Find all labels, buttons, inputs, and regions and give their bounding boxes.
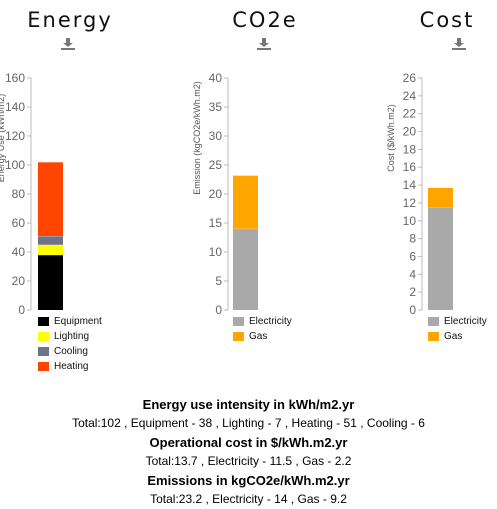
bar-segment: [38, 236, 63, 245]
y-tick-label: 18: [403, 142, 417, 156]
legend-swatch: [428, 317, 439, 326]
y-tick-label: 4: [409, 267, 416, 281]
chart-title: Cost: [419, 8, 475, 32]
legend-swatch: [38, 347, 49, 356]
y-tick-label: 20: [12, 274, 26, 288]
download-icon[interactable]: [257, 38, 271, 50]
bar-segment: [38, 254, 63, 310]
y-tick-label: 22: [403, 107, 417, 121]
bar-segment: [38, 162, 63, 237]
legend-swatch: [233, 317, 244, 326]
energy-chart-panel: Energy 0 20 40 60 80 100 120 140 160 Energy Use (…: [0, 0, 140, 390]
y-tick-label: 80: [12, 187, 26, 201]
chart-title: Energy: [27, 8, 113, 32]
emission-summary-line: Total:23.2 , Electricity - 14 , Gas - 9.…: [150, 492, 347, 506]
bar-segment: [428, 207, 453, 310]
legend-label: Electricity: [249, 316, 292, 327]
y-tick-label: 25: [209, 158, 223, 172]
legend-label: Heating: [54, 361, 89, 372]
y-tick-label: 12: [403, 196, 417, 210]
energy-chart: 0 20 40 60 80 100 120 140 160 Energy Use (kWh/m2): [0, 71, 63, 317]
y-axis-label: Cost ($/kWh.m2): [386, 104, 396, 172]
legend-swatch: [38, 362, 49, 371]
legend-swatch: [428, 332, 439, 341]
y-tick-label: 0: [215, 303, 222, 317]
summary: Energy use intensity in kWh/m2.yr Total:…: [0, 395, 497, 509]
energy-summary-title: Energy use intensity in kWh/m2.yr: [142, 397, 355, 412]
emission-summary-title: Emissions in kgCO2e/kWh.m2.yr: [147, 473, 350, 488]
download-icon[interactable]: [452, 38, 466, 50]
y-tick-label: 0: [409, 303, 416, 317]
y-tick-label: 0: [18, 303, 25, 317]
legend-label: Lighting: [54, 331, 90, 342]
legend-item: Equipment: [38, 314, 102, 329]
y-axis-label: Energy Use (kWh/m2): [0, 94, 6, 183]
download-icon[interactable]: [61, 38, 75, 50]
co2e-legend: Electricity Gas: [233, 314, 292, 344]
energy-summary-line: Total:102 , Equipment - 38 , Lighting - …: [72, 416, 425, 430]
y-tick-label: 10: [403, 214, 417, 228]
y-tick-label: 5: [215, 274, 222, 288]
energy-legend: Equipment Lighting Cooling Heating: [38, 314, 102, 374]
chart-title: CO2e: [232, 8, 298, 32]
legend-item: Gas: [428, 329, 487, 344]
y-tick-label: 30: [209, 129, 223, 143]
y-tick-label: 2: [409, 285, 416, 299]
y-tick-label: 24: [403, 89, 417, 103]
y-tick-label: 6: [409, 249, 416, 263]
bar-segment: [233, 175, 258, 229]
legend-item: Cooling: [38, 344, 102, 359]
cost-summary-title: Operational cost in $/kWh.m2.yr: [149, 435, 348, 450]
bar-segment: [38, 244, 63, 255]
legend-item: Heating: [38, 359, 102, 374]
y-tick-label: 40: [12, 245, 26, 259]
bar-segment: [233, 228, 258, 310]
y-tick-label: 100: [5, 158, 25, 172]
legend-label: Electricity: [444, 316, 487, 327]
legend-item: Lighting: [38, 329, 102, 344]
y-tick-label: 160: [5, 71, 25, 85]
y-tick-label: 26: [403, 71, 417, 85]
y-tick-label: 14: [403, 178, 417, 192]
legend-item: Gas: [233, 329, 292, 344]
y-tick-label: 20: [209, 187, 223, 201]
y-tick-label: 16: [403, 160, 417, 174]
legend-label: Equipment: [54, 316, 102, 327]
cost-legend: Electricity Gas: [428, 314, 487, 344]
legend-label: Gas: [444, 331, 463, 342]
y-axis-label: Emission (kgCO2e/kWh.m2): [192, 81, 202, 195]
legend-item: Electricity: [233, 314, 292, 329]
y-tick-label: 8: [409, 232, 416, 246]
legend-swatch: [233, 332, 244, 341]
y-tick-label: 10: [209, 245, 223, 259]
y-tick-label: 60: [12, 216, 26, 230]
y-tick-label: 40: [209, 71, 223, 85]
legend-swatch: [38, 317, 49, 326]
y-tick-label: 140: [5, 100, 25, 114]
bar-segment: [428, 187, 453, 208]
legend-item: Electricity: [428, 314, 487, 329]
co2e-chart: 0 5 10 15 20 25 30 35 40 Emission (kgCO2e/kWh.m2): [192, 71, 258, 317]
y-tick-label: 120: [5, 129, 25, 143]
co2e-chart-panel: CO2e 0 5 10 15 20 25 30 35 40 Emission (kgCO2e/kW…: [190, 0, 330, 390]
cost-summary-line: Total:13.7 , Electricity - 11.5 , Gas - …: [145, 454, 352, 468]
legend-label: Cooling: [54, 346, 88, 357]
y-tick-label: 35: [209, 100, 223, 114]
cost-chart-panel: Cost 0 2 4 6 8 10 12 14 16 18 20 22 24 26 Cost ($/kWh.…: [385, 0, 497, 390]
y-tick-label: 20: [403, 125, 417, 139]
y-tick-label: 15: [209, 216, 223, 230]
legend-swatch: [38, 332, 49, 341]
legend-label: Gas: [249, 331, 268, 342]
